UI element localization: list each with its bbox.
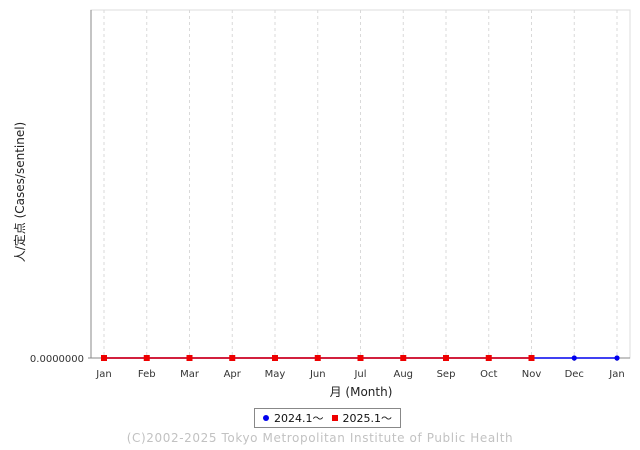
data-point [571,355,577,361]
data-point [528,355,535,361]
data-point [186,355,193,361]
legend-marker-circle [263,415,269,421]
x-tick-label: Aug [393,369,413,380]
x-tick-label: Nov [522,369,542,380]
x-tick-label: Sep [437,369,456,380]
x-tick-label: Dec [565,369,584,380]
legend: 2024.1～ 2025.1～ [254,408,401,428]
x-tick-label: Apr [224,369,242,380]
legend-label-2025: 2025.1～ [342,412,393,425]
legend-label-2024: 2024.1～ [274,412,324,425]
legend-item-2025: 2025.1～ [331,410,393,426]
x-tick-label: Jan [608,369,624,380]
data-point [357,355,364,361]
y-tick-label: 0.0000000 [30,354,84,365]
y-axis-title: 人/定点 (Cases/sentinel) [12,122,27,263]
x-tick-label: May [265,369,286,380]
x-gridlines [103,10,618,358]
data-point [485,355,492,361]
x-tick-label: Jun [309,369,326,380]
x-tick-label: Mar [180,369,200,380]
x-axis-ticks: Jan Feb Mar Apr May Jun Jul Aug Sep Oct Nov Dec Jan [95,358,625,380]
x-axis-title: 月 (Month) [330,385,393,399]
legend-item-2024: 2024.1～ [263,410,324,426]
data-point [229,355,236,361]
data-point [614,355,620,361]
series-2 [101,355,535,361]
data-point [400,355,407,361]
x-tick-label: Feb [138,369,156,380]
legend-marker-square [331,415,338,421]
x-tick-label: Jul [353,369,366,380]
x-tick-label: Jan [95,369,111,380]
series-layer [101,355,620,361]
data-point [143,355,150,361]
y-axis-ticks: 0.0000000 [30,354,91,365]
data-point [101,355,107,361]
copyright-text: (C)2002-2025 Tokyo Metropolitan Institut… [126,431,514,445]
x-tick-label: Oct [480,369,497,380]
data-point [272,355,278,361]
data-point [443,355,449,361]
data-point [314,355,321,361]
